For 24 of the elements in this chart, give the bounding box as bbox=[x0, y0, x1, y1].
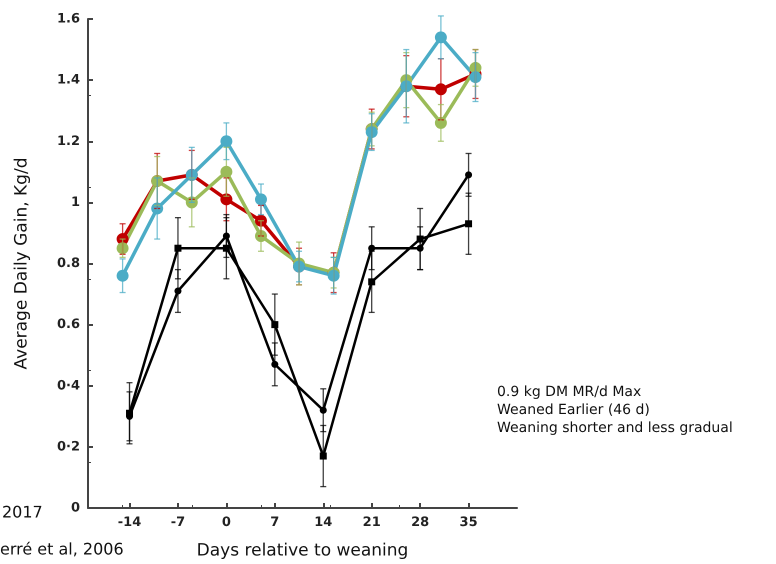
y-tick-label: 1 bbox=[70, 194, 80, 210]
y-tick-label: 0·4 bbox=[56, 378, 80, 394]
y-tick-label: 1.6 bbox=[56, 12, 80, 26]
x-axis-title: Days relative to weaning bbox=[196, 540, 408, 560]
annotation: 0.9 kg DM MR/d Max bbox=[497, 384, 642, 400]
x-tick-label: 0 bbox=[222, 515, 231, 530]
x-tick-label: -14 bbox=[118, 515, 142, 530]
y-tick-label: 0.8 bbox=[56, 256, 80, 271]
x-tick-label: -7 bbox=[170, 515, 186, 530]
text: erré et al, 2006 bbox=[0, 540, 124, 558]
x-tick-label: 14 bbox=[314, 515, 332, 530]
y-tick-label: 1.4 bbox=[56, 72, 80, 88]
y-tick-label: 0 bbox=[70, 500, 80, 516]
y-axis-title: Average Daily Gain, Kg/d bbox=[12, 158, 32, 370]
x-tick-label: 7 bbox=[270, 515, 280, 530]
annotation: Weaning shorter and less gradual bbox=[497, 420, 733, 436]
x-tick-label: 28 bbox=[411, 515, 430, 530]
x-tick-label: 35 bbox=[460, 515, 478, 530]
text: 2017 bbox=[2, 502, 43, 522]
y-tick-label: 0.6 bbox=[56, 317, 80, 332]
annotation: Weaned Earlier (46 d) bbox=[497, 402, 650, 418]
y-tick-label: 1.2 bbox=[56, 134, 80, 149]
y-tick-label: 0·2 bbox=[56, 439, 80, 454]
x-tick-label: 21 bbox=[362, 515, 381, 530]
